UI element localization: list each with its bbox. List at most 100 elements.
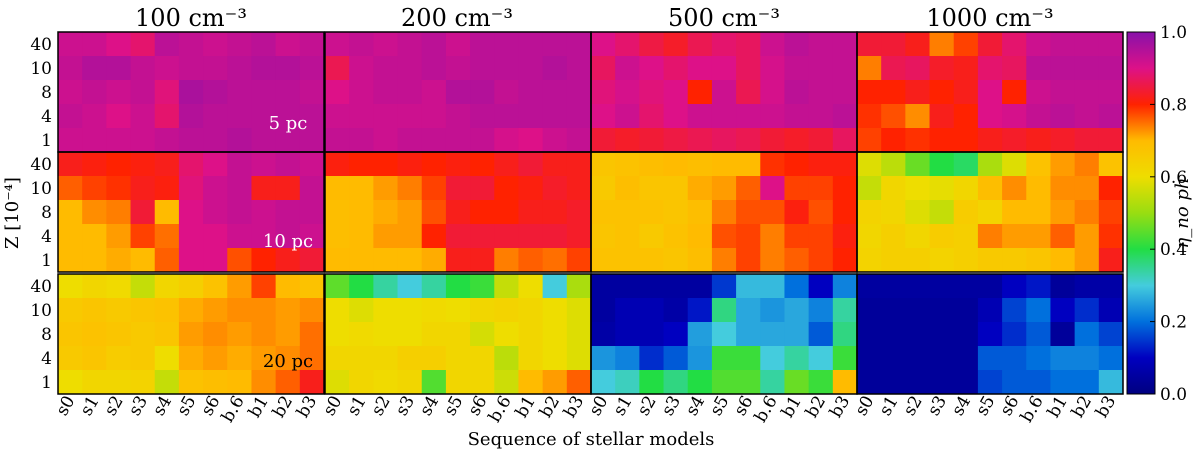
heatmap-cell [299,56,325,81]
heatmap-cell [203,200,228,225]
heatmap-cell [154,32,180,57]
heatmap-cell [106,32,132,57]
heatmap-cell [494,152,519,177]
heatmap-cell [494,274,519,299]
heatmap-cell [349,32,374,57]
heatmap-cell [615,346,640,371]
heatmap-cell [397,32,423,57]
heatmap-cell [421,346,447,371]
heatmap-cell [58,322,83,347]
y-tick-label: 40 [30,35,52,55]
heatmap-cell [881,128,906,153]
heatmap-cell [1026,104,1051,129]
heatmap-cell [154,152,180,177]
heatmap-cell [832,322,858,347]
x-tick-label: s4 [948,393,975,420]
heatmap-cell [929,56,955,81]
heatmap-cell [373,298,399,323]
heatmap-cell [518,80,544,105]
heatmap-cell [275,80,301,105]
heatmap-cell [275,346,301,371]
heatmap-cell [663,248,689,273]
heatmap-cell [687,32,713,57]
heatmap-cell [929,200,955,225]
x-tick-label: s5 [706,393,733,420]
heatmap-cell [929,298,955,323]
heatmap-cell [784,128,810,153]
column-title-4: 1000 cm⁻³ [926,4,1053,32]
heatmap-cell [1098,32,1124,57]
heatmap-cell [857,298,882,323]
heatmap-cell [977,248,1003,273]
heatmap-cell [251,80,277,105]
heatmap-cell [663,370,689,395]
y-tick-label: 4 [41,107,52,127]
heatmap-cell [178,274,204,299]
heatmap-cell [977,128,1003,153]
heatmap-cell [518,346,544,371]
heatmap-cell [881,176,906,201]
heatmap-cell [421,80,447,105]
heatmap-cell [518,298,544,323]
heatmap-cell [905,176,931,201]
heatmap-cell [275,200,301,225]
heatmap-cell [325,322,350,347]
heatmap-cell [178,56,204,81]
heatmap-cell [251,346,277,371]
heatmap-cell [251,298,277,323]
heatmap-cell [542,248,568,273]
heatmap-cell [711,274,737,299]
heatmap-cell [1002,152,1027,177]
heatmap-cell [325,200,350,225]
heatmap-cell [977,298,1003,323]
heatmap-cell [615,200,640,225]
heatmap-cell [275,274,301,299]
heatmap-cell [736,152,761,177]
heatmap-cell [1026,80,1051,105]
heatmap-cell [373,274,399,299]
x-tick-label: s2 [368,393,395,420]
heatmap-cell [760,176,785,201]
x-tick-label: b3 [560,393,588,422]
heatmap-cell [711,32,737,57]
heatmap-cell [1026,248,1051,273]
heatmap-cell [711,152,737,177]
heatmap-cell [58,104,83,129]
heatmap-cell [106,322,132,347]
heatmap-cell [227,152,252,177]
heatmap-cell [639,224,665,249]
heatmap-cell [349,200,374,225]
heatmap-cell [82,346,107,371]
panel-borders [57,31,1124,395]
heatmap-cell [275,104,301,129]
panel-frame [57,273,325,395]
heatmap-cell [881,322,906,347]
heatmap-cell [977,370,1003,395]
heatmap-cell [566,248,592,273]
heatmap-cell [857,56,882,81]
heatmap-cell [953,274,979,299]
heatmap-cell [542,200,568,225]
heatmap-cell [881,224,906,249]
heatmap-cell [325,104,350,129]
x-tick-label: s0 [585,393,612,420]
heatmap-cell [82,80,107,105]
heatmap-cell [953,248,979,273]
heatmap-cell [881,200,906,225]
heatmap-cell [929,224,955,249]
heatmap-cell [58,274,83,299]
heatmap-cell [349,274,374,299]
heatmap-cell [615,370,640,395]
heatmap-cell [808,346,834,371]
heatmap-cell [227,80,252,105]
heatmap-cell [711,128,737,153]
heatmap-cell [591,224,616,249]
heatmap-cell [299,298,325,323]
heatmap-cell [251,32,277,57]
heatmap-cell [58,248,83,273]
heatmap-cell [905,322,931,347]
heatmap-cell [373,56,399,81]
heatmap-cell [760,128,785,153]
heatmap-cell [905,298,931,323]
heatmap-cell [1002,274,1027,299]
